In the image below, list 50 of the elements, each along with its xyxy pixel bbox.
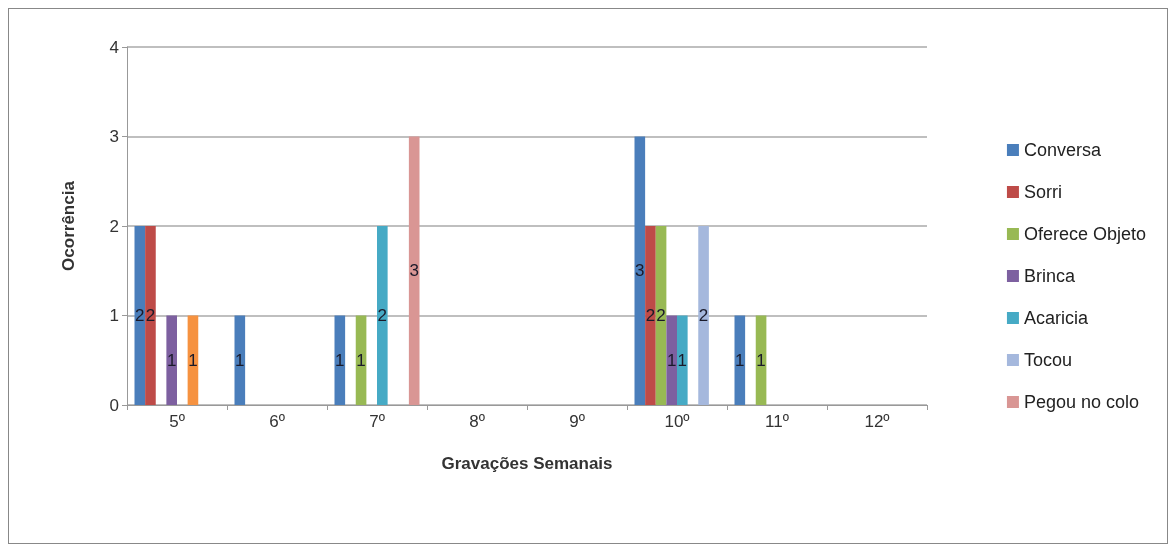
data-label: 2 bbox=[645, 306, 656, 325]
data-label: 3 bbox=[409, 261, 419, 281]
legend-label: Tocou bbox=[1023, 350, 1072, 370]
y-tick-label: 3 bbox=[109, 127, 119, 146]
x-axis-title: Gravações Semanais bbox=[441, 454, 613, 473]
data-label: 1 bbox=[756, 350, 766, 370]
x-tick-label: 7º bbox=[369, 412, 385, 431]
y-tick-label: 1 bbox=[109, 306, 119, 325]
bar bbox=[634, 136, 646, 405]
data-label: 2 bbox=[698, 306, 709, 325]
y-tick-label: 0 bbox=[109, 395, 119, 415]
x-tick-label: 8º bbox=[469, 412, 485, 431]
bar bbox=[698, 226, 709, 405]
data-label: 2 bbox=[145, 306, 156, 325]
data-label: 3 bbox=[635, 261, 645, 281]
legend-label: Oferece Objeto bbox=[1023, 224, 1146, 244]
bar bbox=[377, 226, 388, 405]
legend-label: Brinca bbox=[1023, 266, 1076, 286]
data-label: 2 bbox=[135, 306, 145, 325]
legend-label: Pegou no colo bbox=[1023, 392, 1140, 412]
data-label: 1 bbox=[735, 350, 745, 370]
legend-label: Sorri bbox=[1023, 182, 1062, 202]
data-label: 1 bbox=[666, 350, 677, 370]
legend-label: Acaricia bbox=[1023, 308, 1089, 328]
bar bbox=[166, 315, 177, 405]
bar bbox=[645, 226, 656, 405]
x-tick-label: 10º bbox=[664, 412, 690, 431]
x-tick-label: 5º bbox=[169, 412, 185, 431]
data-label: 1 bbox=[356, 350, 366, 370]
y-tick-label: 4 bbox=[109, 37, 119, 57]
x-tick-label: 12º bbox=[864, 412, 890, 431]
x-tick-label: 11º bbox=[765, 412, 789, 431]
bar bbox=[655, 226, 667, 405]
data-label: 1 bbox=[335, 350, 345, 370]
y-tick-label: 2 bbox=[109, 216, 119, 236]
y-axis-title: Ocorrência bbox=[59, 180, 78, 271]
data-label: 1 bbox=[235, 350, 245, 370]
bar bbox=[408, 136, 420, 405]
x-tick-label: 6º bbox=[269, 412, 285, 431]
data-label: 2 bbox=[656, 306, 666, 325]
bar bbox=[145, 226, 156, 405]
data-label: 1 bbox=[677, 350, 688, 370]
data-label: 1 bbox=[188, 350, 198, 370]
data-label: 2 bbox=[377, 306, 388, 325]
bar bbox=[666, 315, 677, 405]
bar bbox=[677, 315, 688, 405]
x-tick-label: 9º bbox=[569, 412, 585, 431]
bar bbox=[134, 226, 146, 405]
data-label: 1 bbox=[166, 350, 177, 370]
legend-label: Conversa bbox=[1023, 140, 1102, 160]
